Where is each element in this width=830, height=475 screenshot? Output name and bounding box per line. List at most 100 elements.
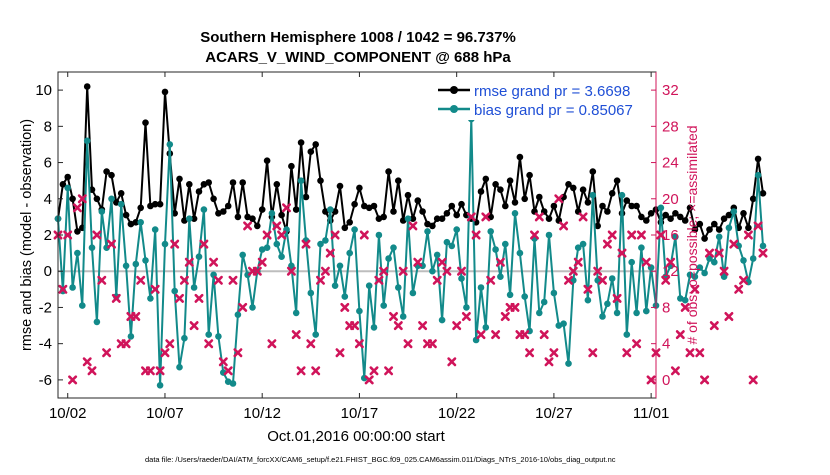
bias-point — [754, 171, 762, 179]
bias-point — [156, 382, 164, 389]
bias-point — [322, 237, 329, 244]
obs-count-cross — [136, 275, 146, 285]
obs-count-cross — [743, 230, 753, 240]
rmse-point — [307, 148, 315, 155]
obs-count-marker — [568, 266, 578, 276]
rmse-point — [570, 184, 577, 192]
obs-count-marker — [544, 357, 554, 367]
obs-count-marker — [325, 248, 335, 258]
obs-count-cross — [311, 366, 321, 376]
obs-count-cross — [320, 266, 330, 276]
obs-count-marker — [758, 248, 768, 258]
bias-point — [433, 251, 441, 259]
bias-point — [608, 275, 616, 282]
x-axis: 10/02 10/07 10/12 10/17 10/22 10/27 11/01 — [49, 72, 669, 422]
obs-count-cross — [179, 275, 189, 285]
bias-point — [346, 249, 354, 257]
obs-count-marker — [549, 348, 559, 358]
obs-count-marker — [350, 321, 360, 331]
obs-count-cross — [544, 357, 554, 367]
bias-point — [79, 302, 86, 309]
rmse-point — [137, 204, 144, 212]
y2-tick-label: 8 — [662, 299, 670, 316]
rmse-point — [482, 175, 490, 183]
rmse-point — [429, 222, 436, 230]
bias-point — [574, 244, 582, 251]
obs-count-cross — [714, 248, 724, 258]
rmse-point — [220, 208, 227, 215]
obs-count-marker — [97, 275, 107, 285]
obs-count-marker — [92, 230, 102, 240]
obs-count-marker — [398, 266, 408, 276]
obs-count-marker — [554, 194, 564, 204]
obs-count-cross — [593, 266, 603, 276]
obs-count-cross — [267, 339, 277, 349]
bias-point — [511, 210, 519, 217]
obs-count-cross — [418, 321, 428, 331]
obs-count-marker — [189, 321, 199, 331]
bias-point — [477, 284, 485, 291]
rmse-point — [186, 181, 193, 188]
x-axis-label: Oct.01,2016 00:00:00 start — [267, 428, 445, 445]
obs-count-cross — [495, 257, 505, 267]
obs-count-cross — [194, 293, 204, 303]
obs-count-marker — [427, 339, 437, 349]
legend-bias-marker — [450, 105, 458, 113]
rmse-point — [356, 184, 363, 192]
obs-count-cross — [369, 366, 379, 376]
bias-point — [711, 258, 718, 266]
obs-count-cross — [350, 321, 360, 331]
bias-point — [516, 249, 524, 257]
obs-count-marker — [82, 357, 92, 367]
obs-count-marker — [316, 275, 325, 285]
obs-count-cross — [442, 266, 452, 276]
obs-count-cross — [243, 221, 253, 231]
obs-count-cross — [476, 330, 486, 340]
obs-count-marker — [311, 366, 321, 376]
rmse-point — [448, 202, 456, 210]
obs-count-marker — [111, 293, 121, 303]
bias-point — [550, 289, 558, 297]
rmse-line — [57, 85, 764, 240]
bias-point — [701, 269, 708, 277]
rmse-point — [288, 162, 295, 170]
bias-line — [57, 118, 764, 387]
bias-point — [492, 246, 499, 253]
obs-count-marker — [437, 257, 447, 267]
rmse-point — [93, 195, 101, 203]
bias-point — [638, 244, 645, 251]
obs-count-cross — [87, 366, 97, 376]
rmse-point — [545, 215, 553, 222]
rmse-point — [292, 206, 300, 213]
bias-point — [312, 331, 320, 338]
rmse-point — [380, 213, 388, 221]
rmse-point — [151, 200, 159, 208]
obs-count-marker — [102, 348, 112, 358]
obs-count-marker — [690, 284, 700, 294]
obs-count-cross — [739, 275, 748, 285]
obs-count-marker — [330, 230, 340, 240]
obs-count-cross — [364, 375, 374, 385]
bias-point — [147, 295, 154, 302]
obs-count-marker — [252, 266, 262, 276]
y-tick-label: 8 — [44, 118, 52, 135]
obs-count-cross — [632, 339, 642, 349]
legend-bias-label: bias grand pr = 0.85067 — [474, 102, 633, 119]
obs-count-marker — [267, 339, 277, 349]
y2-axis: 0 4 8 12 16 20 24 28 32 — [651, 72, 679, 398]
rmse-point — [263, 157, 271, 164]
rmse-point — [346, 219, 354, 226]
obs-count-cross — [554, 194, 564, 204]
rmse-point — [404, 191, 412, 199]
bias-point — [424, 228, 431, 235]
obs-count-cross — [296, 366, 306, 376]
bias-point — [370, 324, 378, 331]
obs-count-marker — [520, 330, 530, 340]
rmse-point — [132, 219, 140, 226]
obs-count-marker — [641, 257, 651, 267]
obs-count-marker — [719, 266, 729, 276]
obs-count-marker — [748, 375, 758, 385]
legend-rmse-marker — [450, 86, 458, 94]
obs-count-marker — [58, 284, 68, 294]
obs-count-marker — [602, 239, 612, 249]
